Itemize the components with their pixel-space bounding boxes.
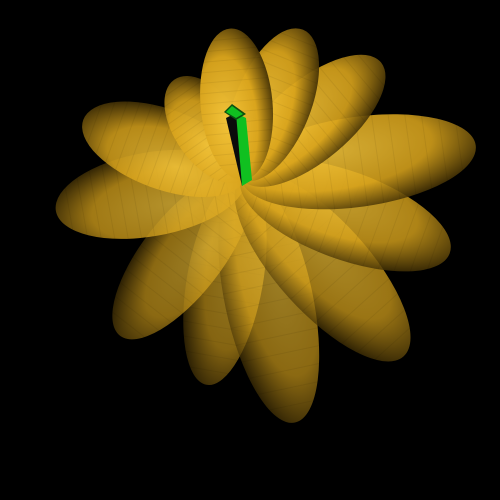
stem-side-face <box>236 113 252 186</box>
rib-surface <box>200 28 274 181</box>
gourd-rib <box>200 28 274 181</box>
gourd-body <box>55 28 476 423</box>
gourd-stem <box>224 104 252 186</box>
stem-top-highlight <box>226 106 243 118</box>
